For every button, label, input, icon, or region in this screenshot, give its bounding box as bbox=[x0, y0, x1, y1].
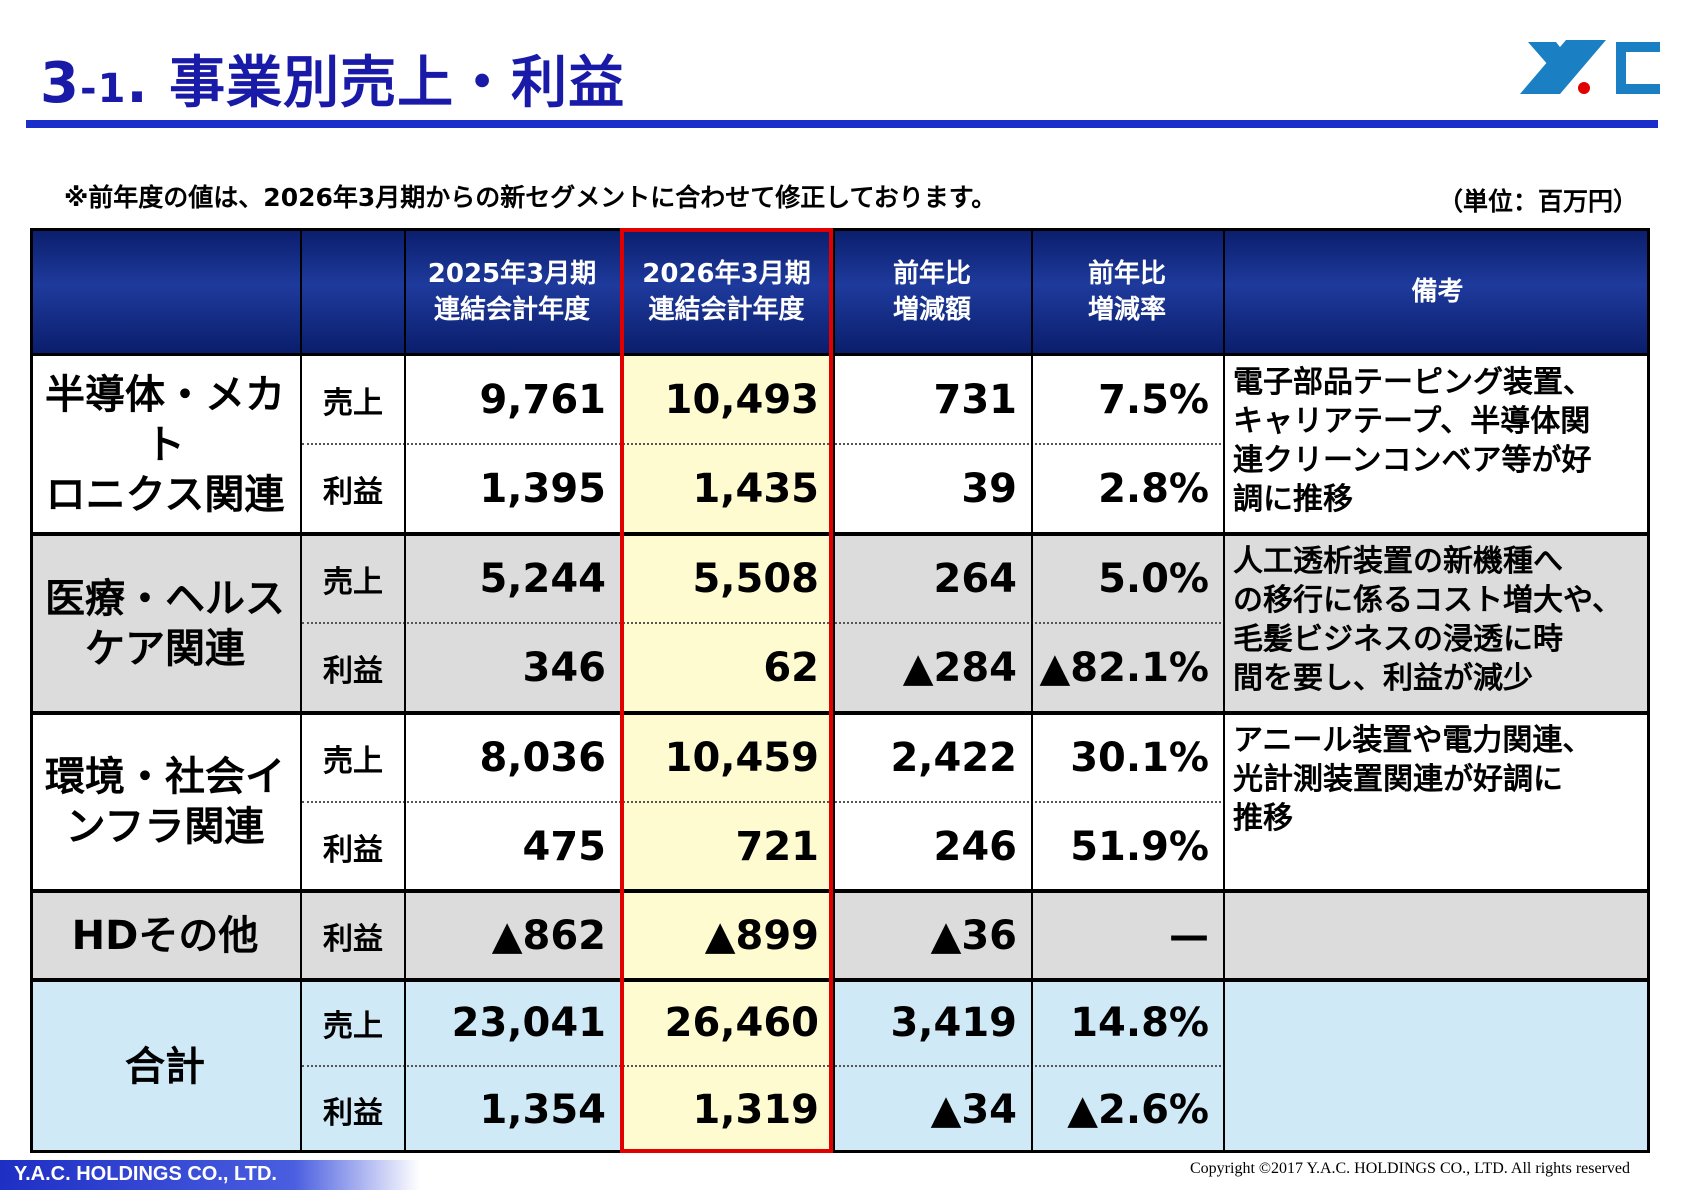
value-rate: 51.9% bbox=[1070, 823, 1209, 870]
value-fy2026: 5,508 bbox=[692, 555, 819, 602]
title-rule bbox=[26, 120, 1658, 128]
segment-name: 合計 bbox=[125, 1043, 205, 1090]
col-header-fy2025: 2025年3月期 連結会計年度 bbox=[406, 228, 618, 355]
footer-copyright: Copyright ©2017 Y.A.C. HOLDINGS CO., LTD… bbox=[1190, 1160, 1630, 1177]
value-fy2026: 62 bbox=[763, 645, 819, 691]
value-diff: 246 bbox=[933, 823, 1018, 870]
row-kind: 利益 bbox=[323, 654, 383, 689]
value-fy2025: 8,036 bbox=[479, 734, 606, 781]
value-fy2026: 26,460 bbox=[664, 1000, 819, 1046]
value-fy2025: 23,041 bbox=[451, 1000, 606, 1046]
page-title: 3-1. 事業別売上・利益 bbox=[40, 38, 625, 116]
value-fy2025: ▲862 bbox=[491, 912, 606, 959]
value-diff: 3,419 bbox=[890, 1000, 1017, 1046]
title-number: 3 bbox=[40, 51, 80, 116]
value-fy2025: 475 bbox=[522, 823, 607, 870]
value-diff: ▲34 bbox=[930, 1086, 1017, 1133]
row-divider bbox=[302, 443, 1221, 445]
highlight-column-fill bbox=[622, 355, 831, 1153]
value-rate: — bbox=[1169, 912, 1209, 959]
row-kind: 利益 bbox=[323, 832, 383, 868]
value-rate: 14.8% bbox=[1070, 1000, 1209, 1046]
value-diff: ▲36 bbox=[930, 912, 1017, 959]
segment-name: 医療・ヘルス ケア関連 bbox=[45, 575, 285, 672]
value-diff: 264 bbox=[933, 555, 1018, 602]
value-fy2026: 1,319 bbox=[692, 1086, 819, 1133]
row-kind: 売上 bbox=[323, 564, 383, 600]
col-header-diff: 前年比 増減額 bbox=[835, 228, 1029, 355]
title-text: . 事業別売上・利益 bbox=[126, 51, 626, 116]
col-divider bbox=[1223, 228, 1225, 1153]
segment-table: 2025年3月期 連結会計年度 2026年3月期 連結会計年度 前年比 増減額 … bbox=[30, 228, 1650, 1153]
band-border bbox=[30, 711, 1650, 715]
value-fy2026: 10,493 bbox=[664, 376, 819, 423]
value-rate: 2.8% bbox=[1098, 466, 1209, 512]
value-diff: 39 bbox=[961, 466, 1017, 512]
value-rate: ▲2.6% bbox=[1067, 1086, 1209, 1133]
value-rate: 7.5% bbox=[1098, 376, 1209, 423]
band-border bbox=[30, 978, 1650, 982]
footer-bar bbox=[0, 1160, 420, 1190]
table-border-right bbox=[1647, 228, 1650, 1153]
value-fy2026: 1,435 bbox=[692, 466, 819, 512]
row-kind: 売上 bbox=[323, 743, 383, 779]
title-sub-number: -1 bbox=[79, 66, 127, 112]
value-fy2025: 1,354 bbox=[479, 1086, 606, 1133]
col-header-fy2026: 2026年3月期 連結会計年度 bbox=[622, 228, 831, 355]
remarks: 電子部品テーピング装置、 キャリアテープ、半導体関 連クリーンコンベア等が好 調… bbox=[1233, 365, 1593, 517]
value-rate: 5.0% bbox=[1098, 555, 1209, 602]
row-kind: 利益 bbox=[323, 475, 383, 510]
row-kind: 利益 bbox=[323, 921, 383, 957]
footer-company: Y.A.C. HOLDINGS CO., LTD. bbox=[14, 1163, 277, 1185]
row-kind: 売上 bbox=[323, 1009, 383, 1044]
row-divider bbox=[302, 1065, 1221, 1067]
col-divider bbox=[300, 228, 302, 1153]
band-border bbox=[30, 532, 1650, 536]
value-fy2026: 721 bbox=[735, 823, 820, 870]
col-divider bbox=[833, 228, 835, 1153]
value-rate: ▲82.1% bbox=[1039, 645, 1209, 691]
table-border-bottom bbox=[30, 1150, 1650, 1153]
value-fy2025: 346 bbox=[522, 645, 607, 691]
remarks: 人工透析装置の新機種へ の移行に係るコスト増大や、 毛髪ビジネスの浸透に時 間を… bbox=[1233, 544, 1623, 696]
table-border-left bbox=[30, 228, 33, 1153]
value-fy2026: ▲899 bbox=[704, 912, 819, 959]
band-border bbox=[30, 353, 1650, 356]
col-divider bbox=[404, 228, 406, 1153]
value-diff: 731 bbox=[933, 376, 1018, 423]
col-divider bbox=[1031, 228, 1033, 1153]
row-divider bbox=[302, 622, 1221, 624]
value-fy2025: 5,244 bbox=[479, 555, 606, 602]
value-fy2025: 1,395 bbox=[479, 466, 606, 512]
col-header-remarks: 備考 bbox=[1225, 228, 1650, 355]
row-kind: 利益 bbox=[323, 1095, 383, 1131]
value-fy2026: 10,459 bbox=[664, 734, 819, 781]
value-fy2025: 9,761 bbox=[479, 376, 606, 423]
col-header-rate: 前年比 増減率 bbox=[1033, 228, 1221, 355]
value-diff: 2,422 bbox=[890, 734, 1017, 781]
value-diff: ▲284 bbox=[902, 645, 1017, 691]
segment-name: 環境・社会イ ンフラ関連 bbox=[45, 754, 285, 850]
table-border-top bbox=[30, 228, 1650, 231]
value-rate: 30.1% bbox=[1070, 734, 1209, 781]
yac-logo bbox=[1520, 40, 1660, 94]
row-kind: 売上 bbox=[323, 385, 383, 421]
note-text: ※前年度の値は、2026年3月期からの新セグメントに合わせて修正しております。 bbox=[64, 183, 997, 212]
band-border bbox=[30, 889, 1650, 893]
row-divider bbox=[302, 801, 1221, 803]
unit-label: （単位：百万円） bbox=[1438, 187, 1639, 216]
segment-name: HDその他 bbox=[71, 912, 259, 959]
segment-name: 半導体・メカト ロニクス関連 bbox=[45, 371, 285, 518]
remarks: アニール装置や電力関連、 光計測装置関連が好調に 推移 bbox=[1233, 723, 1593, 836]
